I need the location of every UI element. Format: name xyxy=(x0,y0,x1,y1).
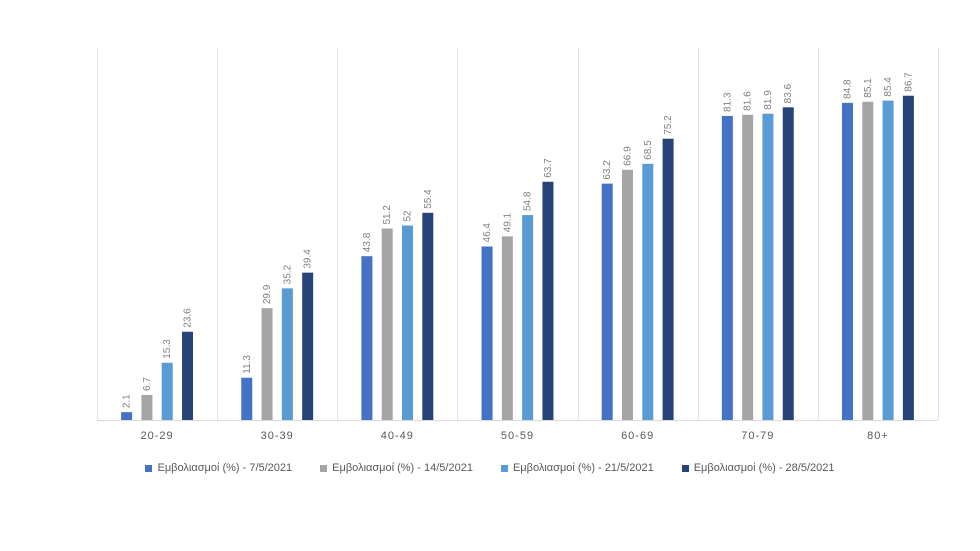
bar xyxy=(141,394,153,420)
data-label: 85.1 xyxy=(863,78,874,98)
data-label: 11.3 xyxy=(242,355,253,374)
bar xyxy=(862,101,874,420)
legend-item: Εμβολιασμοί (%) - 7/5/2021 xyxy=(145,462,292,474)
data-label: 49.1 xyxy=(502,212,513,232)
data-label: 84.8 xyxy=(842,79,853,99)
bar xyxy=(281,288,293,420)
bar xyxy=(381,228,393,420)
data-label: 15.3 xyxy=(162,339,173,359)
bar xyxy=(161,362,173,420)
data-label: 43.8 xyxy=(362,232,373,252)
data-label: 6.7 xyxy=(142,377,153,391)
data-label: 29.9 xyxy=(262,284,273,304)
bar xyxy=(501,236,513,420)
bar xyxy=(361,256,373,420)
x-tick-label: 80+ xyxy=(867,430,889,442)
data-label: 52 xyxy=(403,210,414,222)
legend-swatch xyxy=(681,464,689,472)
bar xyxy=(261,308,273,420)
bar xyxy=(662,138,674,420)
data-label: 63.7 xyxy=(543,158,554,178)
data-label: 85.4 xyxy=(883,77,894,97)
data-label: 35.2 xyxy=(282,264,293,284)
bar xyxy=(782,107,794,420)
data-label: 81.3 xyxy=(722,92,733,112)
legend-label: Εμβολιασμοί (%) - 7/5/2021 xyxy=(157,462,293,474)
bar xyxy=(422,212,434,420)
x-tick-label: 70-79 xyxy=(741,430,774,442)
data-label: 66.9 xyxy=(622,146,633,166)
bar xyxy=(902,95,914,420)
legend-item: Εμβολιασμοί (%) - 21/5/2021 xyxy=(500,462,654,474)
data-label: 81.6 xyxy=(743,91,754,111)
data-label: 81.9 xyxy=(763,90,774,110)
data-label: 39.4 xyxy=(303,249,314,269)
bar xyxy=(642,163,654,420)
legend-swatch xyxy=(320,464,328,472)
legend-label: Εμβολιασμοί (%) - 14/5/2021 xyxy=(332,462,473,474)
data-label: 83.6 xyxy=(783,83,794,103)
data-label: 2.1 xyxy=(122,394,133,408)
x-tick-label: 20-29 xyxy=(141,430,174,442)
bar xyxy=(481,246,493,420)
bar xyxy=(721,115,733,421)
data-label: 23.6 xyxy=(183,308,194,328)
x-tick-label: 60-69 xyxy=(621,430,654,442)
legend-label: Εμβολιασμοί (%) - 21/5/2021 xyxy=(512,462,654,474)
data-label: 68.5 xyxy=(643,140,654,160)
data-label: 54.8 xyxy=(523,191,534,211)
bar xyxy=(742,114,754,420)
bar xyxy=(621,169,633,420)
bar xyxy=(121,412,133,420)
bar xyxy=(762,113,774,420)
data-label: 55.4 xyxy=(423,189,434,209)
x-tick-label: 30-39 xyxy=(261,430,294,442)
bar xyxy=(522,215,534,420)
data-label: 63.2 xyxy=(602,160,613,180)
bar xyxy=(182,331,194,420)
bar xyxy=(882,100,894,420)
bar xyxy=(241,377,253,420)
bar xyxy=(542,181,554,420)
bar xyxy=(841,102,853,421)
legend-swatch xyxy=(500,464,508,472)
data-label: 46.4 xyxy=(482,223,493,243)
bar xyxy=(601,183,613,420)
data-label: 86.7 xyxy=(903,72,914,92)
legend: Εμβολιασμοί (%) - 7/5/2021 Εμβολιασμοί (%… xyxy=(0,462,980,474)
data-label: 51.2 xyxy=(382,205,393,225)
x-tick-label: 50-59 xyxy=(501,430,534,442)
bar xyxy=(402,225,414,420)
bar xyxy=(302,272,314,420)
legend-item: Εμβολιασμοί (%) - 14/5/2021 xyxy=(320,462,473,474)
legend-item: Εμβολιασμοί (%) - 28/5/2021 xyxy=(681,462,835,474)
data-label: 75.2 xyxy=(663,115,674,135)
x-tick-label: 40-49 xyxy=(381,430,414,442)
legend-swatch xyxy=(145,464,153,472)
legend-label: Εμβολιασμοί (%) - 28/5/2021 xyxy=(693,462,835,474)
